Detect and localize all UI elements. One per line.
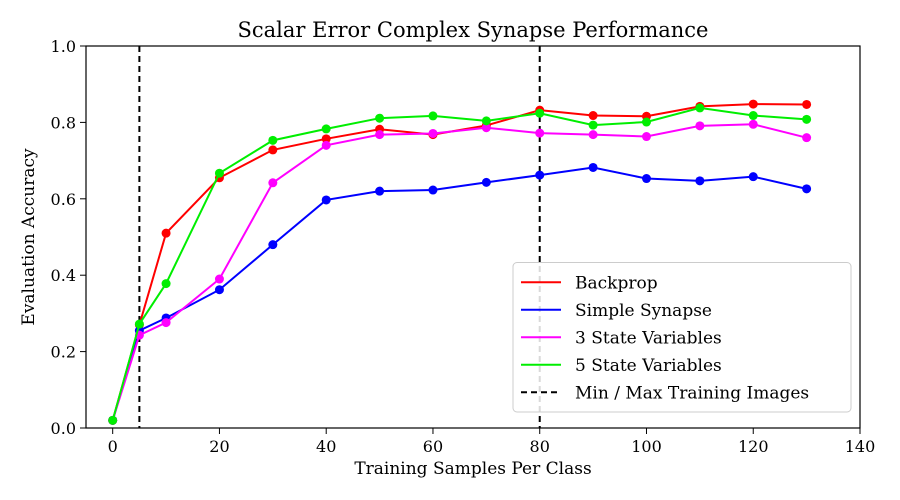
x-tick-label-4: 80 (530, 437, 550, 456)
y-axis-label: Evaluation Accuracy (19, 148, 39, 326)
data-point-3-10 (588, 120, 598, 130)
legend-label-0: Backprop (575, 273, 658, 293)
data-point-1-12 (695, 176, 705, 186)
y-tick-label-4: 0.8 (51, 113, 76, 132)
data-point-1-11 (641, 174, 651, 184)
x-tick-label-7: 140 (845, 437, 876, 456)
y-tick-label-0: 0.0 (51, 419, 76, 438)
x-tick-label-6: 120 (738, 437, 769, 456)
data-point-1-9 (535, 170, 545, 180)
data-point-3-5 (321, 124, 331, 134)
x-tick-label-5: 100 (631, 437, 662, 456)
data-point-0-10 (588, 111, 598, 121)
data-point-3-0 (108, 415, 118, 425)
data-point-3-3 (214, 168, 224, 178)
data-point-1-3 (214, 285, 224, 295)
data-point-2-14 (802, 133, 812, 143)
legend-label-1: Simple Synapse (575, 301, 712, 321)
data-point-2-5 (321, 140, 331, 150)
data-point-1-13 (748, 172, 758, 182)
data-point-1-6 (375, 186, 385, 196)
data-point-0-2 (161, 228, 171, 238)
data-point-0-4 (268, 145, 278, 155)
data-point-2-10 (588, 130, 598, 140)
chart-title: Scalar Error Complex Synapse Performance (238, 18, 709, 42)
legend: Backprop Simple Synapse 3 State Variables 5… (512, 262, 852, 413)
data-point-2-4 (268, 178, 278, 188)
data-point-1-10 (588, 162, 598, 172)
x-tick-label-1: 20 (209, 437, 229, 456)
data-point-0-13 (748, 99, 758, 109)
data-point-3-4 (268, 135, 278, 145)
legend-label-3: 5 State Variables (575, 356, 722, 376)
legend-box (512, 262, 852, 413)
data-point-2-7 (428, 128, 438, 138)
data-point-3-9 (535, 108, 545, 118)
data-point-2-9 (535, 128, 545, 138)
y-tick-label-5: 1.0 (51, 37, 76, 56)
data-point-3-1 (134, 319, 144, 329)
y-tick-label-3: 0.6 (51, 190, 76, 209)
data-point-3-11 (641, 117, 651, 127)
data-point-1-5 (321, 195, 331, 205)
data-point-3-6 (375, 113, 385, 123)
data-point-2-2 (161, 318, 171, 328)
x-axis-label: Training Samples Per Class (354, 459, 591, 479)
data-point-3-13 (748, 111, 758, 121)
data-point-3-14 (802, 114, 812, 124)
data-point-2-12 (695, 121, 705, 131)
data-point-2-13 (748, 119, 758, 129)
data-point-3-2 (161, 279, 171, 289)
x-tick-label-2: 40 (316, 437, 336, 456)
y-tick-label-1: 0.2 (51, 343, 76, 362)
data-point-0-14 (802, 99, 812, 109)
data-point-2-3 (214, 274, 224, 284)
axes: 0 20 40 60 80 100 120 140 0.0 0.2 0.4 0.6 0.8 1.0 (51, 37, 876, 456)
data-point-1-8 (481, 177, 491, 187)
data-point-1-4 (268, 240, 278, 250)
axes-frame (85, 45, 861, 429)
legend-label-4: Min / Max Training Images (575, 383, 809, 403)
y-tick-label-2: 0.4 (51, 266, 76, 285)
x-tick-label-0: 0 (108, 437, 118, 456)
data-point-2-8 (481, 123, 491, 133)
data-point-1-14 (802, 184, 812, 194)
data-point-2-11 (641, 132, 651, 142)
data-point-1-7 (428, 185, 438, 195)
data-point-3-8 (481, 116, 491, 126)
legend-label-2: 3 State Variables (575, 328, 722, 348)
x-tick-label-3: 60 (423, 437, 443, 456)
data-point-0-5 (321, 134, 331, 144)
plot-area (108, 46, 812, 428)
data-point-3-12 (695, 103, 705, 113)
data-point-3-7 (428, 111, 438, 121)
data-point-2-6 (375, 130, 385, 140)
